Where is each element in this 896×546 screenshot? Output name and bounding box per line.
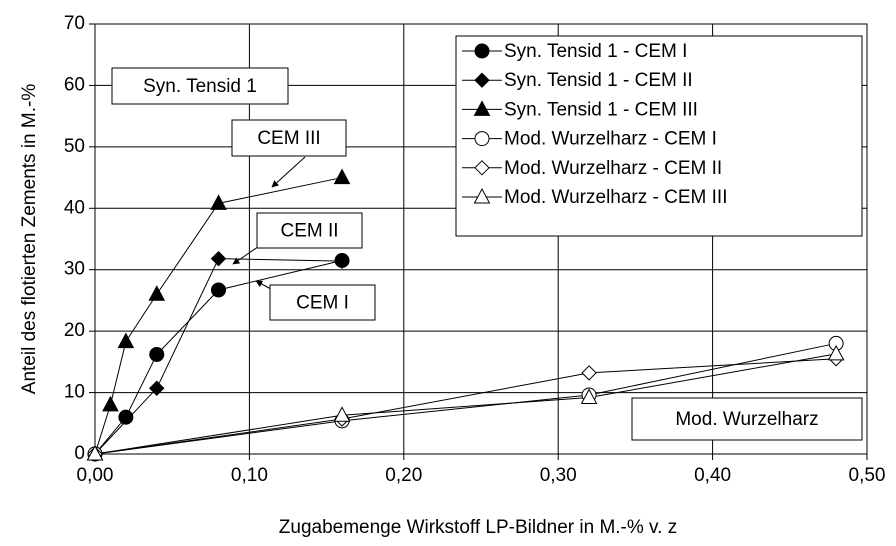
marker: [210, 250, 227, 267]
marker: [117, 332, 135, 349]
y-tick-label: 70: [64, 13, 85, 34]
marker: [333, 168, 351, 185]
legend-label: Syn. Tensid 1 - CEM II: [504, 70, 693, 91]
annotation: CEM I: [296, 293, 349, 314]
annotation: CEM III: [257, 128, 320, 149]
x-tick-label: 0,10: [231, 465, 268, 486]
x-tick-label: 0,40: [694, 465, 731, 486]
annotation-arrow: [271, 156, 306, 188]
plot-border: [94, 23, 868, 455]
x-axis-label: Zugabemenge Wirkstoff LP-Bildner in M.-%…: [279, 517, 677, 538]
marker: [581, 365, 597, 381]
annotation-box: [256, 212, 363, 249]
x-tick-label: 0,20: [385, 465, 422, 486]
marker: [474, 160, 490, 176]
annotation-box: [231, 119, 347, 157]
marker: [473, 187, 491, 204]
marker: [474, 43, 490, 59]
marker: [334, 253, 350, 269]
y-tick-label: 40: [64, 197, 85, 218]
legend-label: Mod. Wurzelharz - CEM III: [504, 187, 727, 208]
y-tick-label: 0: [74, 443, 85, 464]
annotation: CEM II: [280, 221, 338, 242]
marker: [210, 194, 227, 210]
marker: [149, 380, 165, 396]
annotation-box: [111, 67, 289, 105]
series-line: [94, 177, 343, 455]
y-tick-label: 30: [64, 259, 85, 280]
marker: [580, 388, 598, 404]
legend-label: Mod. Wurzelharz - CEM I: [504, 129, 717, 150]
x-tick-label: 0,00: [77, 465, 114, 486]
marker: [118, 409, 134, 425]
legend-label: Syn. Tensid 1 - CEM III: [504, 99, 698, 120]
series-line: [94, 358, 837, 455]
marker: [474, 72, 490, 88]
annotation-box: [269, 284, 376, 321]
y-tick-label: 20: [64, 320, 85, 341]
legend-box: [455, 35, 863, 237]
marker: [827, 344, 845, 361]
marker: [102, 395, 119, 412]
annotation: Syn. Tensid 1: [143, 76, 257, 97]
series-line: [94, 342, 837, 455]
annotation: Mod. Wurzelharz: [675, 409, 818, 430]
marker: [211, 282, 227, 298]
y-axis-label: Anteil des flotierten Zements in M.-%: [19, 84, 40, 395]
series-line: [94, 353, 837, 455]
y-tick-label: 50: [64, 136, 85, 157]
marker: [333, 406, 351, 422]
marker: [148, 285, 166, 301]
legend-label: Syn. Tensid 1 - CEM I: [504, 41, 687, 62]
legend-label: Mod. Wurzelharz - CEM II: [504, 158, 722, 179]
marker: [86, 444, 104, 461]
x-tick-label: 0,30: [540, 465, 577, 486]
marker: [473, 100, 491, 116]
y-tick-label: 60: [64, 74, 85, 95]
marker: [149, 346, 165, 362]
annotation-box: [631, 397, 863, 441]
x-tick-label: 0,50: [849, 465, 886, 486]
marker: [474, 131, 490, 147]
y-tick-label: 10: [64, 382, 85, 403]
